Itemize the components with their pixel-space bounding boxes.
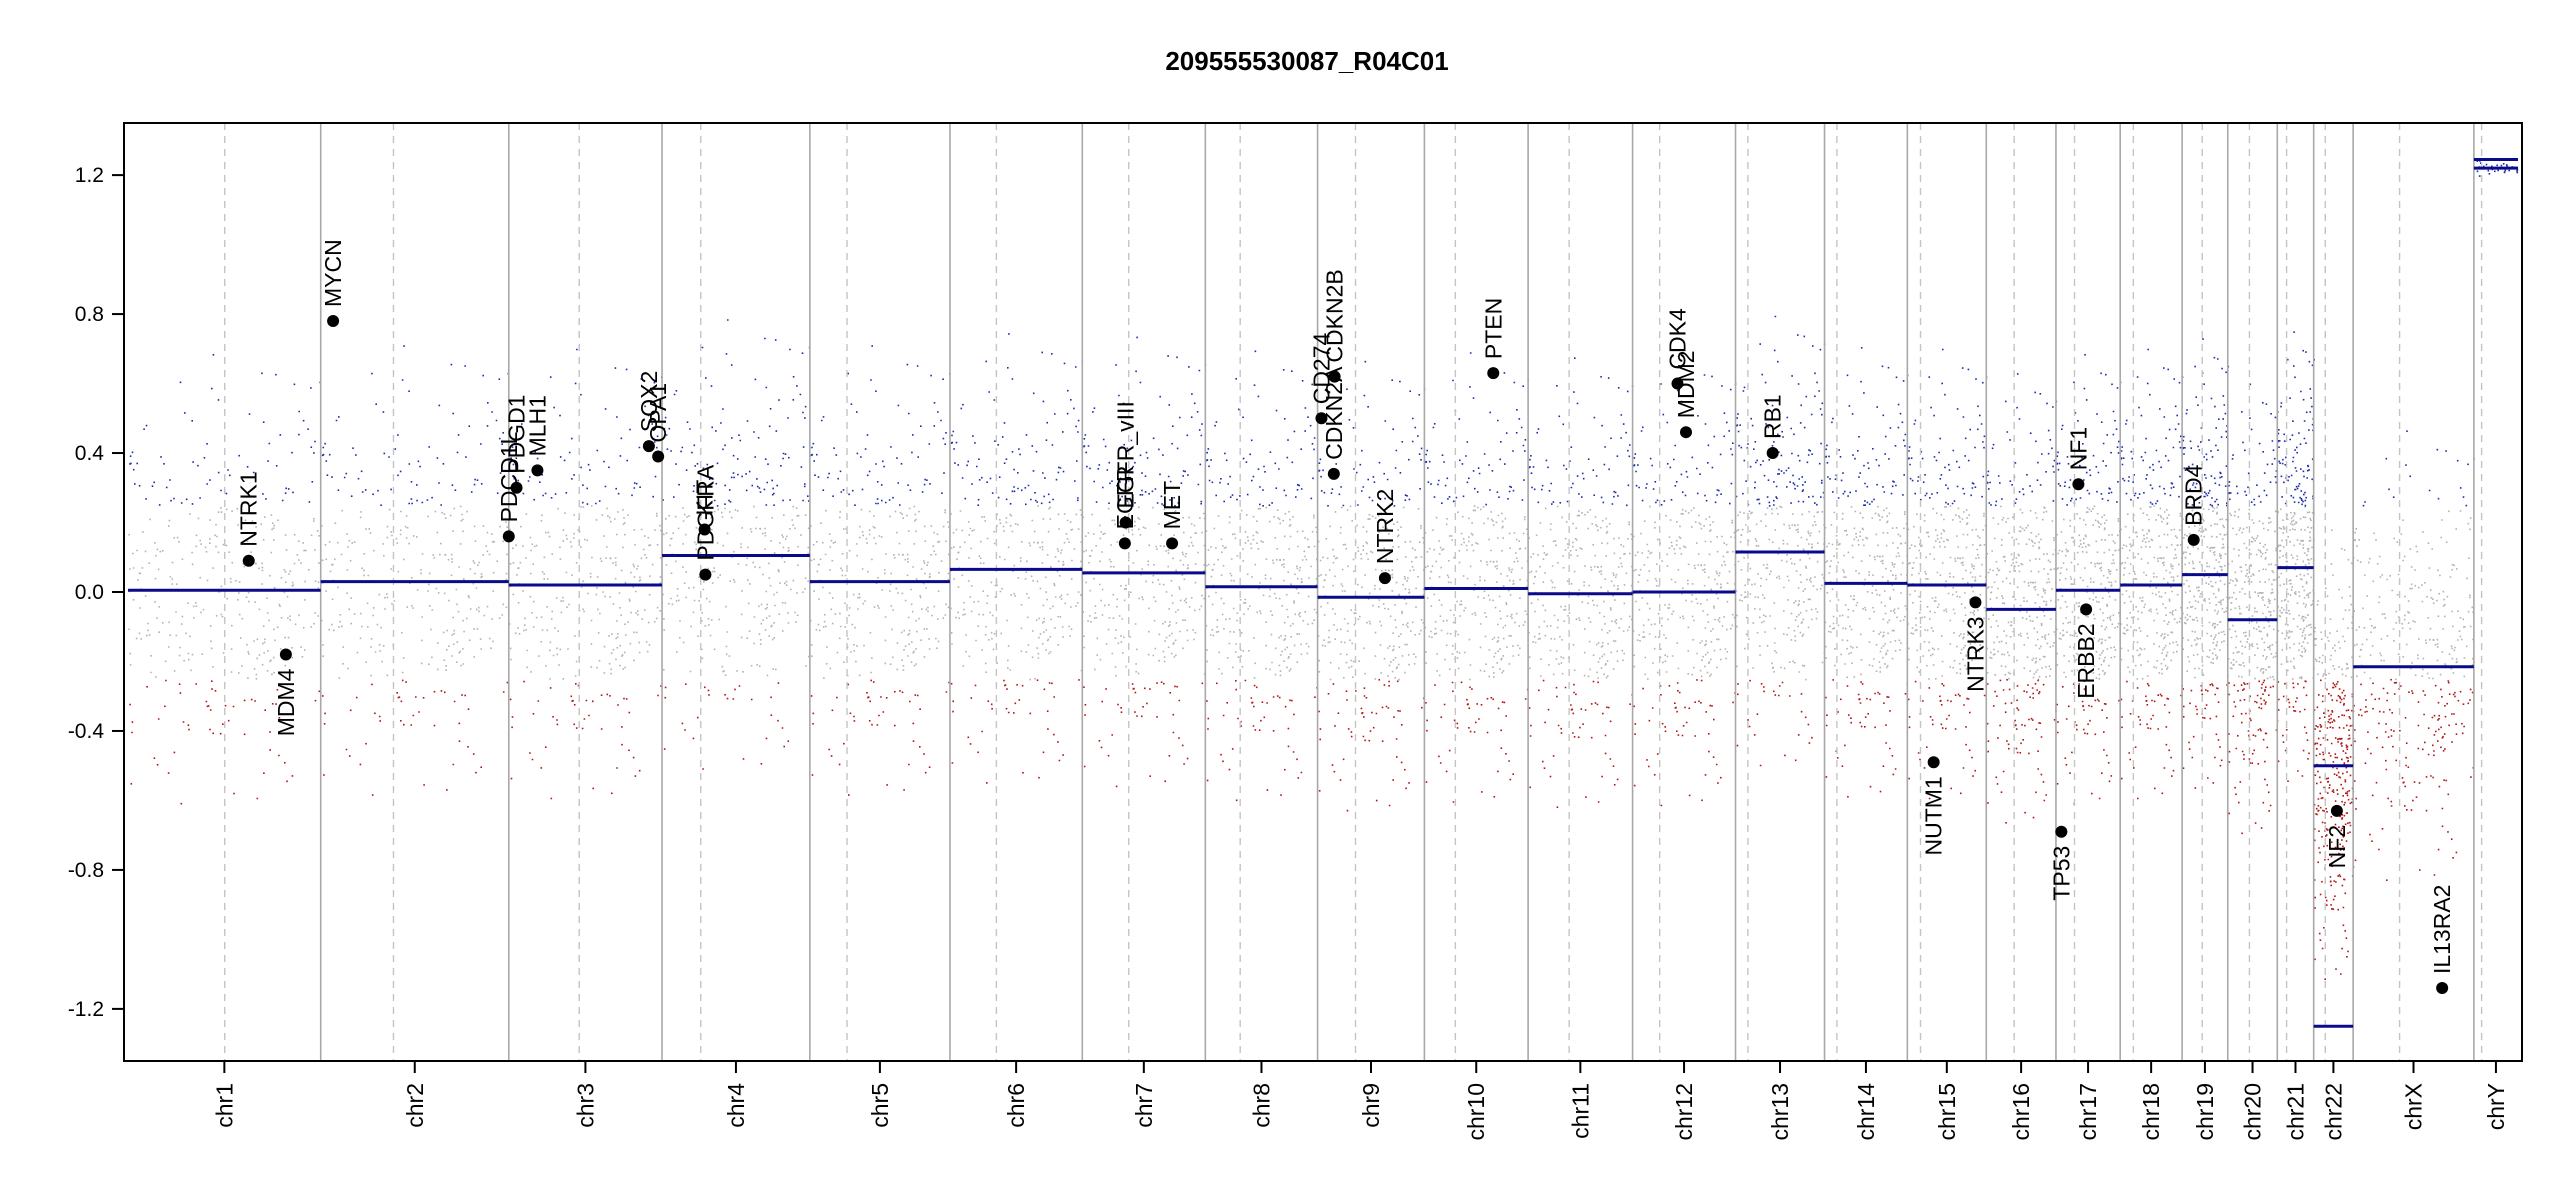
gene-label-pdgd1: PDGD1 [504, 395, 530, 474]
gene-marker-nf1 [2072, 478, 2085, 491]
x-tick-label-chr12: chr12 [1671, 1083, 1697, 1141]
x-tick-label-chr21: chr21 [2282, 1083, 2308, 1141]
chromosome-lines [224, 123, 2483, 1061]
gene-marker-cdk4 [1671, 377, 1684, 390]
y-tick-label: -1.2 [68, 998, 104, 1021]
gene-marker-mdm2 [1679, 426, 1692, 439]
gene-label-nf1: NF1 [2065, 427, 2091, 470]
gene-marker-cd274 [1315, 412, 1328, 425]
y-tick-label: 0.0 [75, 581, 104, 604]
plot-frame [123, 122, 2523, 1062]
y-tick-label: 0.4 [75, 442, 105, 465]
y-axis: -1.2 -0.8 -0.4 0.0 0.4 0.8 1.2 [68, 164, 124, 1021]
gene-label-mlh1: MLH1 [524, 395, 550, 456]
y-tick-label: -0.4 [68, 720, 105, 743]
gene-marker-pdgd1 [510, 481, 523, 494]
gene-marker-tp53 [2055, 825, 2068, 838]
gene-marker-rb1 [1766, 447, 1779, 460]
gene-marker-mycn [327, 315, 340, 328]
x-tick-label-chr14: chr14 [1853, 1083, 1879, 1141]
gene-marker-opa1 [652, 450, 665, 463]
gene-label-rb1: RB1 [1760, 394, 1786, 439]
gene-marker-pten [1487, 367, 1500, 380]
gene-marker-cdkn2a [1327, 467, 1340, 480]
gene-label-cdkn2b: CDKN2B [1322, 269, 1348, 362]
x-tick-label-chr10: chr10 [1463, 1083, 1489, 1141]
gene-label-mdm2: MDM2 [1673, 350, 1699, 418]
gene-label-erbb2: ERBB2 [2073, 623, 2099, 698]
gene-marker-sox2 [642, 440, 655, 453]
y-tick-label: -0.8 [68, 859, 104, 882]
gene-marker-nf2 [2330, 804, 2343, 817]
gene-label-brd4: BRD4 [2181, 464, 2207, 526]
x-tick-label-chr8: chr8 [1248, 1083, 1274, 1128]
x-tick-label-chr22: chr22 [2320, 1083, 2346, 1141]
x-tick-label-chr5: chr5 [867, 1083, 893, 1128]
x-tick-label-chr20: chr20 [2240, 1083, 2266, 1141]
gene-label-met: MET [1159, 481, 1185, 530]
gene-marker-mdm4 [279, 648, 292, 661]
gene-marker-brd4 [2187, 533, 2200, 546]
gene-label-ntrk1: NTRK1 [236, 471, 262, 546]
x-tick-label-chr16: chr16 [2008, 1083, 2034, 1141]
gene-label-egfr_viii: EGFR_vIII [1113, 401, 1139, 508]
gene-label-ntrk2: NTRK2 [1372, 489, 1398, 564]
y-tick-label: 1.2 [75, 164, 104, 187]
x-tick-label-chr15: chr15 [1934, 1083, 1960, 1141]
gene-marker-nutm1 [1927, 756, 1940, 769]
gene-marker-ntrk1 [242, 554, 255, 567]
gene-marker-mlh1 [531, 464, 544, 477]
gene-marker-egfr [1118, 537, 1131, 550]
x-tick-label-chr19: chr19 [2192, 1083, 2218, 1141]
y-tick-label: 0.8 [75, 303, 104, 326]
gene-label-nutm1: NUTM1 [1921, 776, 1947, 855]
x-tick-label-chr2: chr2 [402, 1083, 428, 1128]
gene-marker-il13ra2 [2436, 982, 2449, 995]
x-tick-label-chr9: chr9 [1358, 1083, 1384, 1128]
x-tick-label-chrX: chrX [2401, 1083, 2427, 1130]
gene-label-nf2: NF2 [2324, 825, 2350, 868]
x-tick-label-chr18: chr18 [2138, 1083, 2164, 1141]
x-tick-label-chr11: chr11 [1567, 1083, 1593, 1139]
gene-marker-kit [698, 523, 711, 536]
gene-marker-erbb2 [2080, 603, 2093, 616]
loss-probe-points [129, 678, 2475, 980]
x-tick-label-chr7: chr7 [1131, 1083, 1157, 1128]
gene-marker-ntrk2 [1378, 572, 1391, 585]
chart-title: 209555530087_R04C01 [1165, 46, 1448, 76]
x-tick-label-chr17: chr17 [2075, 1083, 2101, 1141]
neutral-probe-points [128, 505, 2474, 681]
gene-label-kit: KIT [692, 480, 718, 516]
x-tick-label-chr3: chr3 [572, 1083, 598, 1128]
gene-marker-ntrk3 [1969, 596, 1982, 609]
gene-label-il13ra2: IL13RA2 [2429, 885, 2455, 975]
gene-label-tp53: TP53 [2048, 846, 2074, 901]
gene-marker-cdkn2b [1328, 370, 1341, 383]
x-tick-label-chr1: chr1 [211, 1083, 237, 1128]
gene-label-cd274: CD274 [1308, 332, 1334, 404]
x-tick-label-chr6: chr6 [1003, 1083, 1029, 1128]
gene-label-mdm4: MDM4 [273, 668, 299, 736]
gene-label-pten: PTEN [1480, 298, 1506, 359]
gene-label-mycn: MYCN [320, 239, 346, 307]
gene-label-opa1: OPA1 [645, 383, 671, 443]
gene-marker-pdcd1l [502, 530, 515, 543]
gene-marker-met [1166, 537, 1179, 550]
gene-marker-pdgfra [699, 568, 712, 581]
x-tick-label-chr4: chr4 [723, 1083, 749, 1128]
x-tick-label-chr13: chr13 [1767, 1083, 1793, 1141]
x-tick-label-chrY: chrY [2483, 1083, 2509, 1130]
segments [128, 157, 2518, 1028]
gene-label-pdgfra: PDGFRA [692, 464, 718, 561]
gene-label-cdk4: CDK4 [1664, 308, 1690, 370]
x-axis: chr1 chr2 chr3 chr4 chr5 chr6 chr7 chr8 chr9 chr1… [211, 1061, 2509, 1141]
gene-label-sox2: SOX2 [636, 371, 662, 432]
gene-marker-egfr_viii [1119, 516, 1132, 529]
gene-label-pdcd1l: PDCD1L [496, 431, 522, 522]
gene-label-ntrk3: NTRK3 [1962, 616, 1988, 691]
